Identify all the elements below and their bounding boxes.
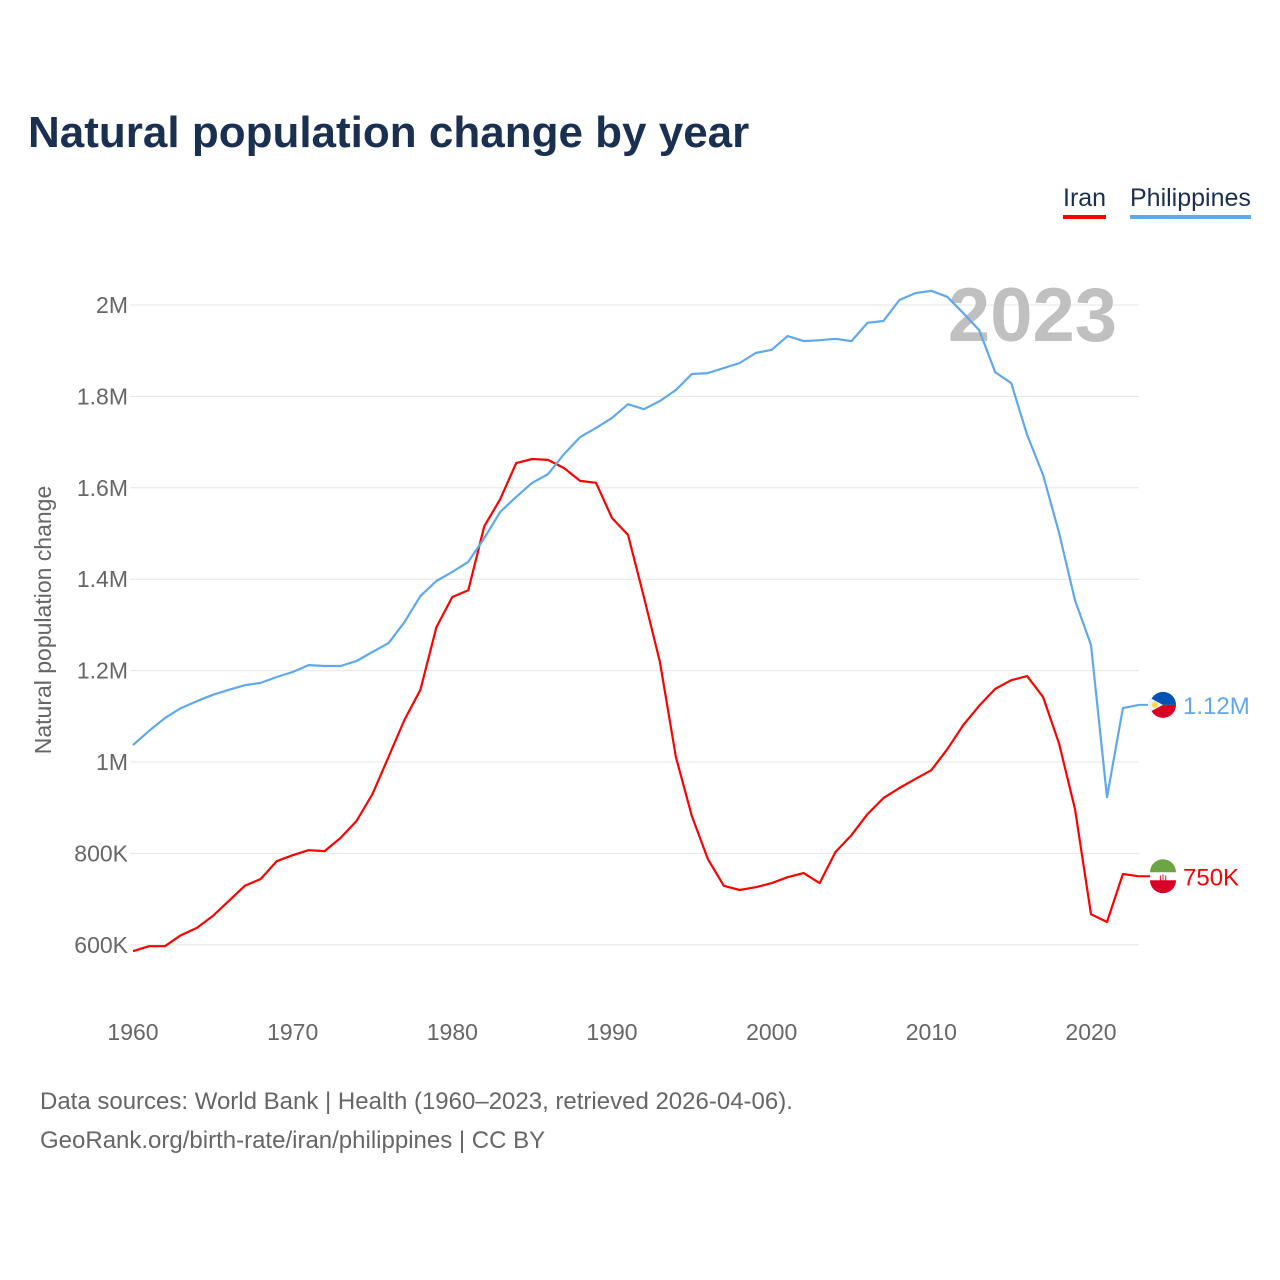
- flag-sun: [1152, 701, 1158, 708]
- x-tick-label: 2010: [906, 1019, 957, 1045]
- legend-item-philippines[interactable]: Philippines: [1130, 184, 1251, 219]
- chart-title: Natural population change by year: [28, 108, 750, 157]
- end-value-label: 750K: [1183, 864, 1239, 891]
- philippines-flag-icon: [1147, 691, 1176, 718]
- y-tick-label: 1.2M: [77, 658, 128, 684]
- data-source-note: Data sources: World Bank | Health (1960–…: [40, 1088, 793, 1115]
- x-tick-label: 1970: [267, 1019, 318, 1045]
- series-line-philippines: [132, 289, 1140, 799]
- flag-green: [1150, 859, 1176, 873]
- y-tick-label: 1.8M: [77, 383, 128, 409]
- y-axis-label: Natural population change: [30, 486, 56, 755]
- y-tick-label: 1.6M: [77, 475, 128, 501]
- flag-red: [1150, 880, 1176, 894]
- y-tick-label: 1.4M: [77, 566, 128, 592]
- iran-flag-icon: ψ: [1150, 859, 1176, 894]
- x-tick-label: 1990: [586, 1019, 637, 1045]
- y-tick-label: 600K: [74, 932, 128, 958]
- series-line-iran: [132, 457, 1140, 953]
- flag-emblem: ψ: [1159, 872, 1167, 884]
- x-tick-label: 2020: [1065, 1019, 1116, 1045]
- y-tick-label: 2M: [96, 292, 128, 318]
- end-value-label: 1.12M: [1183, 693, 1250, 720]
- source-link[interactable]: GeoRank.org/birth-rate/iran/philippines …: [40, 1127, 546, 1154]
- y-tick-label: 800K: [74, 840, 128, 866]
- year-watermark: 2023: [948, 273, 1117, 358]
- x-tick-label: 1960: [107, 1019, 158, 1045]
- x-tick-label: 2000: [746, 1019, 797, 1045]
- y-tick-label: 1M: [96, 749, 128, 775]
- x-tick-label: 1980: [427, 1019, 478, 1045]
- legend-item-iran[interactable]: Iran: [1063, 184, 1107, 219]
